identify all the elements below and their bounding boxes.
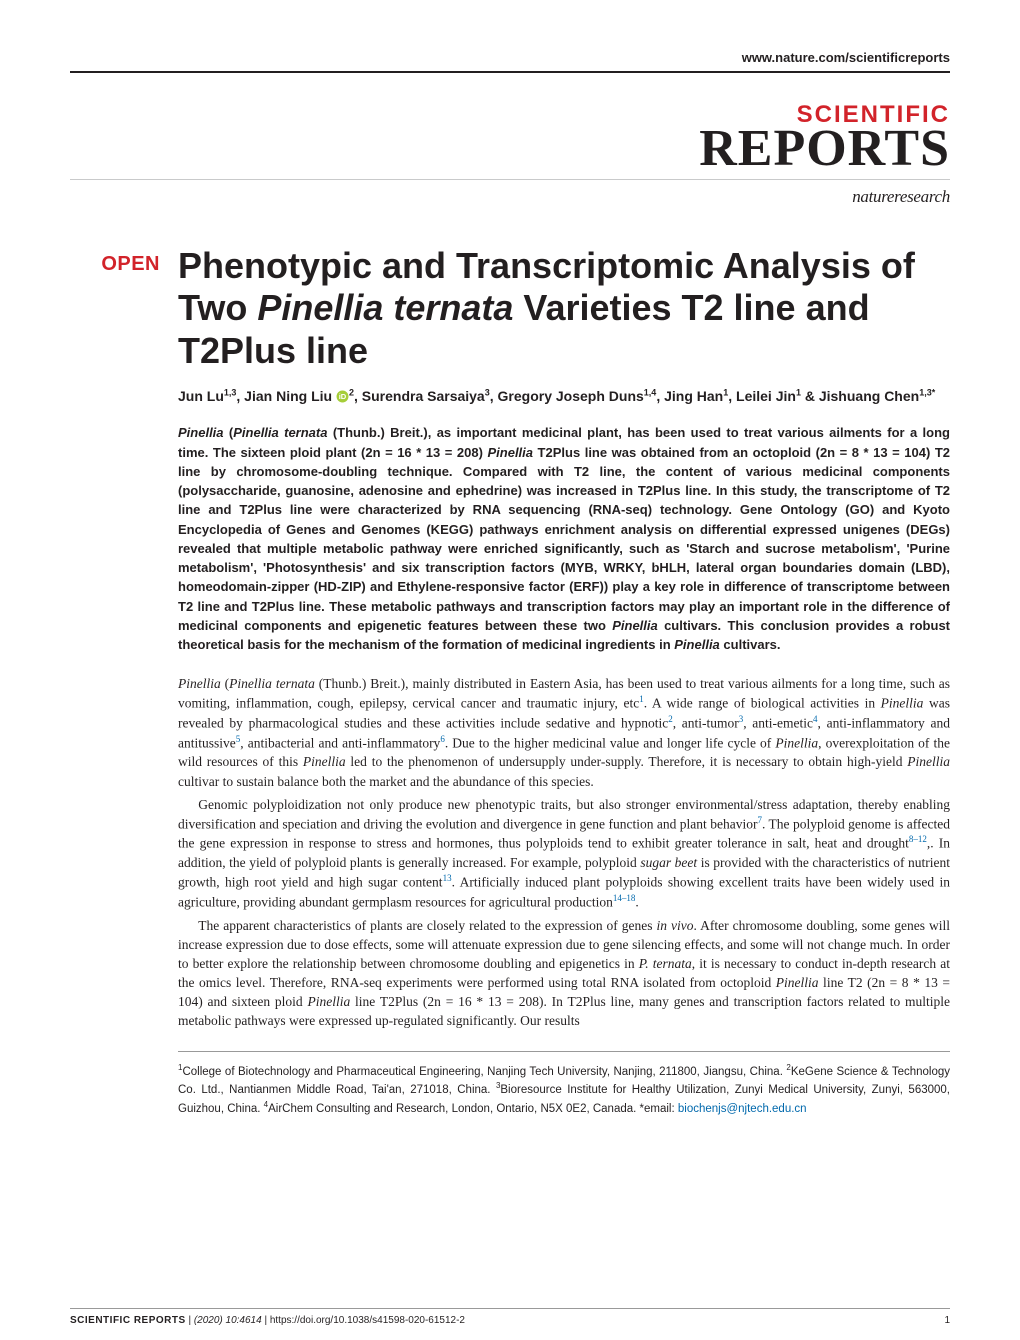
svg-text:iD: iD: [339, 393, 347, 402]
abstract-text: Pinellia (Pinellia ternata (Thunb.) Brei…: [178, 423, 950, 654]
orcid-icon: iD: [336, 390, 349, 403]
footer-sep: |: [186, 1315, 194, 1326]
authors-list: Jun Lu1,3, Jian Ning Liu iD2, Surendra S…: [178, 386, 950, 407]
logo-natureresearch: natureresearch: [70, 188, 950, 205]
affiliations: 1College of Biotechnology and Pharmaceut…: [178, 1051, 950, 1118]
logo-reports: REPORTS: [70, 123, 950, 175]
journal-logo: SCIENTIFIC REPORTS natureresearch: [70, 103, 950, 205]
footer-year-volume: (2020) 10:4614: [194, 1315, 262, 1326]
footer-sep: |: [262, 1315, 270, 1326]
footer-journal-name: SCIENTIFIC REPORTS: [70, 1315, 186, 1326]
article-title: Phenotypic and Transcriptomic Analysis o…: [178, 245, 950, 372]
body-text: Pinellia (Pinellia ternata (Thunb.) Brei…: [178, 674, 950, 1030]
page-number: 1: [944, 1315, 950, 1326]
footer-citation: SCIENTIFIC REPORTS | (2020) 10:4614 | ht…: [70, 1315, 465, 1326]
body-paragraph: Genomic polyploidization not only produc…: [178, 795, 950, 912]
body-paragraph: The apparent characteristics of plants a…: [178, 916, 950, 1031]
logo-divider: [70, 179, 950, 180]
corresponding-email[interactable]: biochenjs@njtech.edu.cn: [678, 1102, 807, 1114]
body-paragraph: Pinellia (Pinellia ternata (Thunb.) Brei…: [178, 674, 950, 790]
footer-doi[interactable]: https://doi.org/10.1038/s41598-020-61512…: [270, 1315, 465, 1326]
open-access-badge: OPEN: [70, 253, 160, 276]
page-footer: SCIENTIFIC REPORTS | (2020) 10:4614 | ht…: [70, 1308, 950, 1326]
journal-url-header: www.nature.com/scientificreports: [70, 50, 950, 73]
